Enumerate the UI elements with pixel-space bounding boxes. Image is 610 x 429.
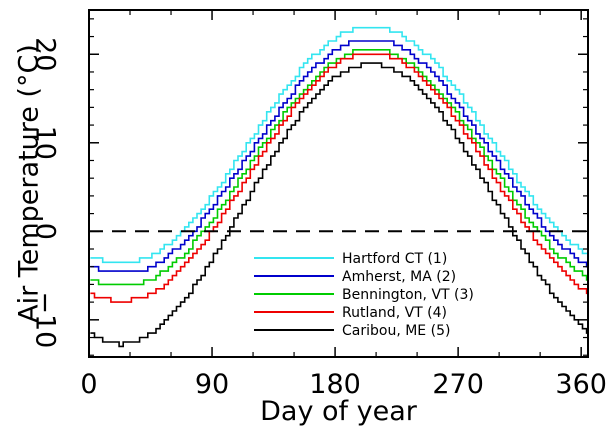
- axis-ticks: [88, 10, 588, 357]
- y-tick-label: 10: [30, 126, 61, 160]
- axis-tick-labels: 0 90 180 270 360 −10 0 10 20: [30, 37, 607, 400]
- series-line: [90, 40, 588, 272]
- legend-entry: Bennington, VT (3): [342, 287, 474, 303]
- x-tick-label: 90: [195, 369, 229, 400]
- y-axis-label: Air Temperature (°C): [14, 44, 45, 323]
- legend-entry: Rutland, VT (4): [342, 305, 447, 321]
- series-line: [90, 26, 588, 264]
- x-tick-label: 180: [309, 369, 361, 400]
- x-tick-label: 0: [80, 369, 97, 400]
- series-line: [90, 62, 588, 348]
- plot-frame: [88, 9, 589, 358]
- series-line: [90, 49, 588, 286]
- x-axis-label: Day of year: [260, 396, 418, 427]
- legend-entry: Hartford CT (1): [342, 251, 447, 267]
- series-lines: [90, 26, 588, 348]
- x-tick-label: 270: [432, 369, 484, 400]
- y-tick-label: −10: [30, 291, 61, 348]
- x-tick-label: 360: [555, 369, 607, 400]
- series-line: [90, 53, 588, 303]
- y-tick-label: 20: [30, 37, 61, 71]
- legend-entry: Amherst, MA (2): [342, 269, 456, 285]
- legend: Hartford CT (1) Amherst, MA (2) Bennington…: [254, 251, 474, 339]
- y-tick-label: 0: [30, 223, 61, 240]
- legend-entry: Caribou, ME (5): [342, 323, 450, 339]
